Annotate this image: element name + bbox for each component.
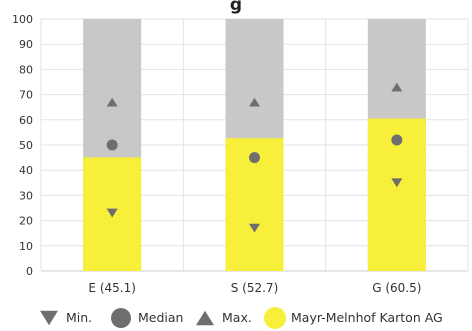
min-point xyxy=(249,223,260,233)
y-tick-label: 100 xyxy=(12,13,33,26)
legend-company-icon xyxy=(264,307,286,329)
median-point xyxy=(391,134,403,146)
y-tick-label: 70 xyxy=(19,89,33,102)
y-tick-label: 60 xyxy=(19,114,33,127)
legend-label: Min. xyxy=(66,310,92,325)
legend-label: Mayr-Melnhof Karton AG xyxy=(291,310,443,325)
max-point xyxy=(391,82,403,92)
legend-max-icon xyxy=(196,310,214,326)
y-tick-label: 40 xyxy=(19,164,33,177)
y-tick-label: 50 xyxy=(19,139,33,152)
min-point xyxy=(106,208,118,218)
y-tick-label: 0 xyxy=(26,265,33,278)
x-tick-label: S (52.7) xyxy=(231,281,279,295)
chart-title: g xyxy=(230,0,242,15)
y-tick-label: 90 xyxy=(19,38,33,51)
x-tick-label: E (45.1) xyxy=(88,281,135,295)
y-tick-label: 20 xyxy=(19,215,33,228)
y-tick-label: 10 xyxy=(19,240,33,253)
median-point xyxy=(106,139,118,151)
x-tick-label: G (60.5) xyxy=(372,281,421,295)
legend-min-icon xyxy=(40,310,58,326)
max-point xyxy=(106,97,118,107)
legend-label: Median xyxy=(138,310,183,325)
min-point xyxy=(391,178,403,188)
legend-label: Max. xyxy=(222,310,252,325)
median-point xyxy=(249,152,260,164)
max-point xyxy=(249,97,260,107)
y-tick-label: 80 xyxy=(19,63,33,76)
legend-median-icon xyxy=(111,308,131,328)
y-tick-label: 30 xyxy=(19,189,33,202)
